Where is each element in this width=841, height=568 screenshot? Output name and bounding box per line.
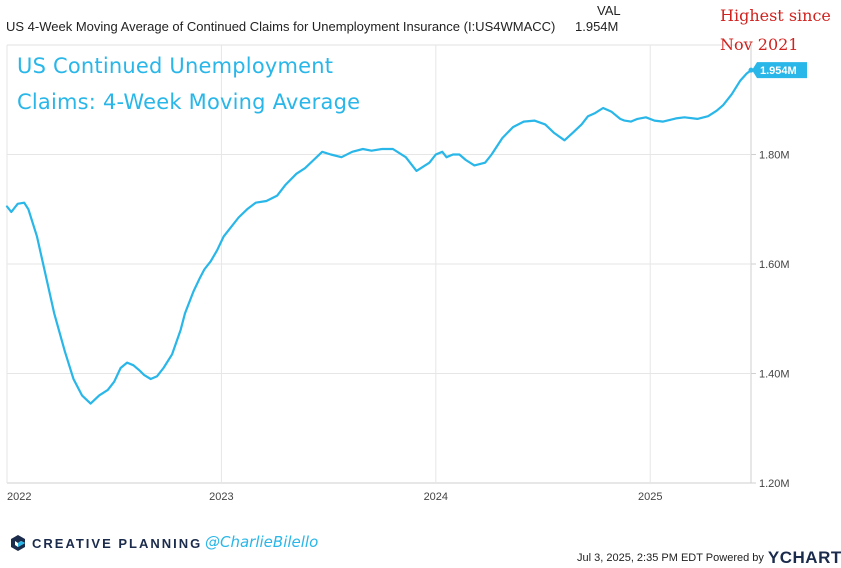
timestamp: Jul 3, 2025, 2:35 PM EDT Powered by <box>577 552 764 564</box>
creative-planning-mark-icon <box>11 535 25 551</box>
x-tick-label: 2024 <box>424 491 448 503</box>
chart-title: US 4-Week Moving Average of Continued Cl… <box>6 19 556 34</box>
y-tick-label: 1.80M <box>759 150 790 162</box>
val-column-heading: VAL <box>597 3 621 18</box>
x-tick-label: 2022 <box>7 491 31 503</box>
y-tick-label: 1.60M <box>759 259 790 271</box>
footer-credit: Jul 3, 2025, 2:35 PM EDT Powered by YCHA… <box>577 548 841 568</box>
overlay-title-line-2: Claims: 4-Week Moving Average <box>17 90 361 114</box>
last-value-point <box>748 67 754 73</box>
creative-planning-logo: CREATIVE PLANNING <box>10 534 202 552</box>
latest-value: 1.954M <box>575 19 619 34</box>
series-line <box>5 69 753 405</box>
twitter-handle: @CharlieBilello <box>205 533 319 551</box>
last-value-badge <box>752 62 807 79</box>
ycharts-logo: YCHARTS <box>767 548 841 567</box>
x-tick-label: 2023 <box>209 491 233 503</box>
y-tick-label: 1.20M <box>759 478 790 490</box>
annotation-line-1: Highest since <box>720 6 831 25</box>
overlay-title-line-1: US Continued Unemployment <box>17 54 334 78</box>
x-tick-label: 2025 <box>638 491 662 503</box>
y-tick-label: 1.40M <box>759 369 790 381</box>
annotation-line-2: Nov 2021 <box>720 35 799 54</box>
brand-name: CREATIVE PLANNING <box>32 535 203 551</box>
last-value-label: 1.954M <box>760 65 797 77</box>
